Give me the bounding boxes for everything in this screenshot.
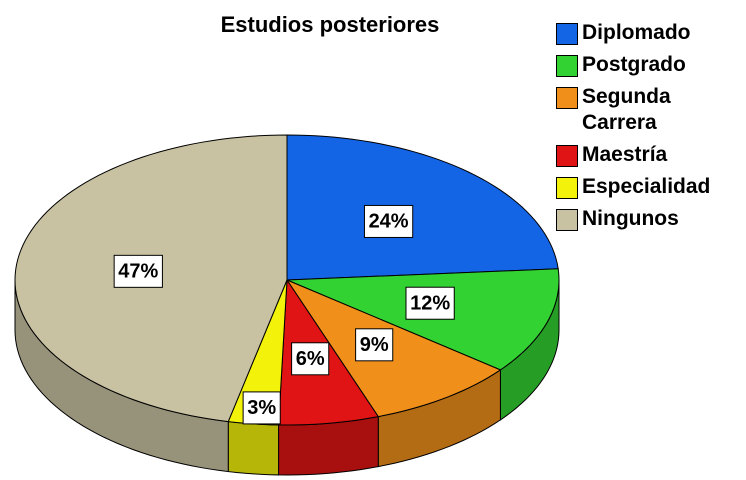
value-label-box bbox=[291, 342, 330, 376]
legend-swatch bbox=[556, 177, 578, 199]
legend-swatch bbox=[556, 209, 578, 231]
legend-label: Postgrado bbox=[582, 53, 686, 76]
slice-side bbox=[227, 421, 280, 476]
legend-swatch bbox=[556, 145, 578, 167]
value-label-box bbox=[113, 254, 163, 288]
legend-item: Especialidad bbox=[556, 174, 742, 200]
value-label: 12% bbox=[410, 293, 450, 315]
legend: Diplomado Postgrado Segunda Carrera Maestrí… bbox=[556, 20, 742, 232]
legend-label: Diplomado bbox=[582, 21, 691, 44]
legend-item: Segunda Carrera bbox=[556, 84, 742, 136]
legend-item: Maestría bbox=[556, 142, 742, 168]
slice bbox=[285, 278, 502, 418]
value-label: 47% bbox=[118, 261, 158, 283]
legend-label: Ningunos bbox=[582, 207, 679, 230]
value-label: 24% bbox=[369, 211, 409, 233]
value-label: 6% bbox=[296, 348, 325, 370]
value-label: 3% bbox=[247, 397, 276, 419]
legend-label: Maestría bbox=[582, 143, 668, 166]
value-label: 9% bbox=[360, 334, 389, 356]
legend-item: Ningunos bbox=[556, 206, 742, 232]
value-label-box bbox=[355, 328, 394, 362]
slice bbox=[286, 134, 559, 281]
value-label-box bbox=[405, 286, 455, 320]
legend-swatch bbox=[556, 55, 578, 77]
chart-title: Estudios posteriores bbox=[221, 12, 440, 37]
legend-item: Postgrado bbox=[556, 52, 742, 78]
value-label-box bbox=[363, 204, 414, 238]
legend-item: Diplomado bbox=[556, 20, 742, 46]
legend-label: Segunda Carrera bbox=[582, 85, 671, 134]
legend-label: Especialidad bbox=[582, 175, 711, 198]
value-label-box bbox=[242, 391, 281, 425]
legend-swatch bbox=[556, 87, 578, 109]
legend-swatch bbox=[556, 23, 578, 45]
